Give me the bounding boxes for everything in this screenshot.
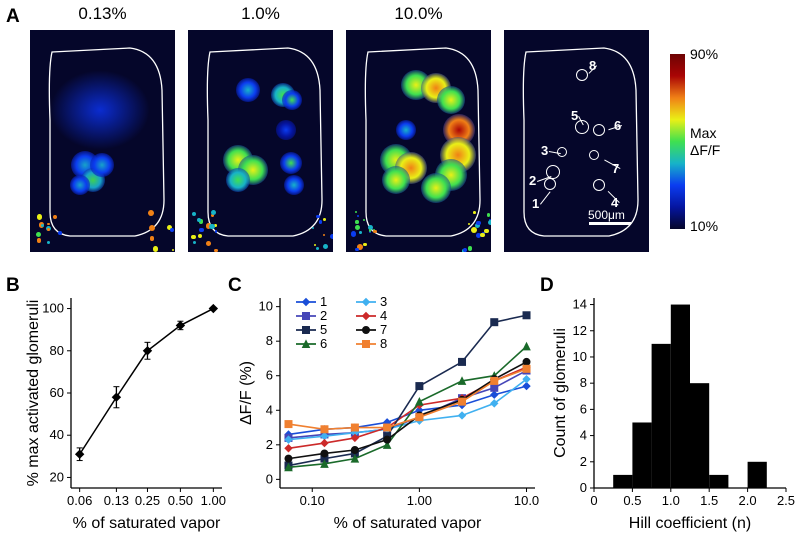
svg-text:10: 10 [573, 349, 587, 364]
svg-text:2.0: 2.0 [739, 493, 757, 508]
heatmap-concentration-2 [188, 30, 333, 252]
roi-7 [589, 150, 599, 160]
svg-text:0: 0 [266, 471, 273, 486]
colorbar-max-label: 90% [690, 46, 718, 62]
svg-text:20: 20 [50, 469, 64, 484]
svg-text:100: 100 [42, 301, 64, 316]
chart-c: 0 2 4 6 8 10 0.10 1.00 10.0 1 3 2 4 5 7 6 8 ΔF/F (%) % of … [238, 288, 543, 538]
svg-text:Count of glomeruli: Count of glomeruli [552, 328, 569, 458]
svg-text:14: 14 [573, 297, 587, 312]
svg-text:0.06: 0.06 [67, 493, 92, 508]
roi-map: 12345678500μm [504, 30, 649, 252]
roi-label-8: 8 [589, 58, 596, 73]
svg-text:6: 6 [580, 401, 587, 416]
chart-b: 20 40 60 80 100 0.06 0.13 0.25 0.50 1.00 % max act… [25, 288, 230, 538]
heatmap-concentration-3 [346, 30, 491, 252]
svg-text:3: 3 [380, 294, 387, 309]
roi-8 [576, 69, 588, 81]
roi-label-7: 7 [612, 161, 619, 176]
svg-text:6: 6 [320, 336, 327, 351]
svg-text:10: 10 [259, 299, 273, 314]
colorbar-min-label: 10% [690, 218, 718, 234]
scalebar [589, 222, 631, 225]
svg-text:8: 8 [266, 333, 273, 348]
svg-text:0.25: 0.25 [135, 493, 160, 508]
svg-text:1.5: 1.5 [700, 493, 718, 508]
svg-text:7: 7 [380, 322, 387, 337]
roi-6 [593, 124, 605, 136]
svg-text:0.13: 0.13 [104, 493, 129, 508]
panel-a-label: A [6, 6, 20, 28]
svg-text:80: 80 [50, 343, 64, 358]
roi-4 [593, 179, 605, 191]
svg-text:1: 1 [320, 294, 327, 309]
svg-text:0.50: 0.50 [168, 493, 193, 508]
roi-label-3: 3 [541, 143, 548, 158]
colorbar-mid-label: Max ΔF/F [690, 125, 720, 159]
svg-text:6: 6 [266, 368, 273, 383]
svg-text:0.5: 0.5 [623, 493, 641, 508]
svg-text:4: 4 [266, 402, 273, 417]
roi-label-2: 2 [529, 173, 536, 188]
svg-text:10.0: 10.0 [514, 493, 539, 508]
scalebar-text: 500μm [588, 208, 625, 222]
roi-label-5: 5 [571, 108, 578, 123]
panel-b-label: B [6, 275, 20, 297]
panel-a-header-2: 1.0% [188, 4, 333, 24]
svg-text:1.0: 1.0 [662, 493, 680, 508]
roi-label-6: 6 [614, 118, 621, 133]
panel-a-header-1: 0.13% [30, 4, 175, 24]
svg-text:1.00: 1.00 [407, 493, 432, 508]
svg-text:2.5: 2.5 [777, 493, 795, 508]
svg-text:8: 8 [580, 375, 587, 390]
svg-text:2: 2 [580, 454, 587, 469]
svg-text:% of saturated vapor: % of saturated vapor [334, 515, 482, 532]
svg-text:40: 40 [50, 427, 64, 442]
svg-text:4: 4 [580, 428, 587, 443]
svg-text:1.00: 1.00 [201, 493, 226, 508]
svg-text:Hill coefficient (n): Hill coefficient (n) [629, 515, 751, 532]
svg-text:60: 60 [50, 385, 64, 400]
svg-text:ΔF/F (%): ΔF/F (%) [238, 361, 255, 425]
colorbar [670, 54, 685, 229]
svg-text:% max activated glomeruli: % max activated glomeruli [25, 300, 42, 487]
svg-text:% of saturated vapor: % of saturated vapor [73, 515, 221, 532]
heatmap-concentration-1 [30, 30, 175, 252]
roi-1 [544, 178, 556, 190]
svg-text:8: 8 [380, 336, 387, 351]
svg-text:0: 0 [580, 480, 587, 495]
svg-text:2: 2 [266, 437, 273, 452]
svg-text:0.10: 0.10 [300, 493, 325, 508]
roi-label-1: 1 [532, 196, 539, 211]
panel-a-header-3: 10.0% [346, 4, 491, 24]
svg-text:12: 12 [573, 323, 587, 338]
svg-text:5: 5 [320, 322, 327, 337]
svg-text:0: 0 [590, 493, 597, 508]
svg-text:4: 4 [380, 308, 387, 323]
chart-d: 0 2 4 6 8 10 12 14 0 0.5 1.0 1.5 2.0 2.5 Count of glom… [552, 288, 792, 538]
svg-text:2: 2 [320, 308, 327, 323]
